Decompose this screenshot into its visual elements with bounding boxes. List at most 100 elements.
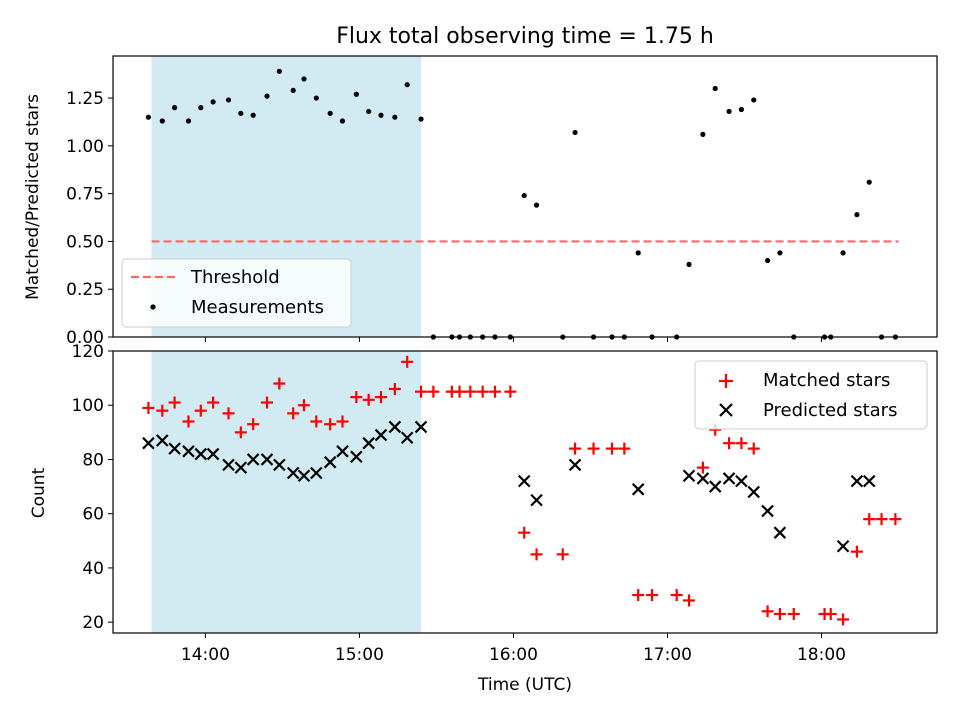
measurement-point [738,106,744,113]
predicted-marker-b [773,526,787,539]
predicted-star-point [273,458,286,472]
predicted-marker-b [182,445,195,458]
predicted-marker-b [362,436,375,450]
bottom-y-tick-label: 80 [82,450,104,470]
x-axis-label: Time (UTC) [477,675,572,695]
predicted-marker-b [722,472,736,485]
measurement-point [686,261,692,267]
predicted-marker-b [400,431,414,445]
matched-star-point [837,613,850,626]
measurement-point [172,105,178,111]
measurement-point [866,179,872,185]
predicted-star-point [747,485,760,499]
matched-star-point [773,608,786,621]
predicted-marker-b [168,442,181,455]
measurement-point [159,118,165,124]
matched-star-point [696,461,709,474]
matched-star-point [569,442,582,455]
measurement-point [404,82,410,88]
legend-predicted-swatch [719,403,733,417]
bottom-x-tick-label: 18:00 [797,645,846,665]
matched-star-point [824,608,837,621]
top-y-tick-label: 0.25 [66,280,104,300]
legend-measurements-swatch [150,304,156,310]
predicted-marker-b [234,461,248,474]
predicted-star-point [156,434,169,447]
predicted-marker-b [862,474,876,488]
measurement-point [712,85,718,92]
matched-star-point [453,385,466,398]
predicted-star-point [194,447,208,461]
predicted-marker-b [297,469,311,483]
matched-star-point [297,399,310,412]
bottom-x-tick-label: 17:00 [643,645,692,665]
predicted-star-point [414,420,428,434]
matched-star-point [488,385,501,398]
predicted-marker-b [222,458,235,472]
predicted-marker-b [708,480,722,493]
predicted-marker-b [631,483,645,496]
measurement-point [327,110,333,116]
matched-star-point [142,401,155,414]
predicted-marker-b [246,453,260,466]
predicted-marker-b [568,458,582,472]
matched-star-point [606,442,619,455]
matched-star-point [427,385,440,398]
measurement-point [301,76,307,82]
predicted-star-point [761,504,774,518]
predicted-star-point [696,472,710,485]
predicted-star-point [362,436,375,450]
bottom-legend: Matched stars Predicted stars [694,360,928,430]
predicted-marker-b [517,474,531,488]
matched-star-point [587,442,600,455]
predicted-marker-b [310,466,323,480]
predicted-star-point [708,480,722,493]
measurement-point [726,108,732,115]
predicted-star-point [336,445,349,458]
chart-title: Flux total observing time = 1.75 h [336,24,714,49]
matched-star-point [464,385,477,398]
top-panel: 0.00 0.25 0.50 0.75 1.00 1.25 Matched/Predict… [23,55,938,348]
matched-star-point [518,526,531,539]
matched-star-point [194,404,207,417]
predicted-star-point [400,431,414,445]
matched-star-point [850,545,863,558]
predicted-star-point [530,493,543,507]
predicted-star-point [517,474,531,488]
matched-star-point [388,382,401,395]
predicted-star-point [862,474,876,488]
measurement-point [145,114,152,120]
measurement-point [290,87,296,94]
predicted-marker-b [273,458,286,472]
bottom-y-tick-label: 40 [82,559,104,579]
predicted-star-point [323,455,337,469]
measurement-point [521,192,527,199]
top-y-axis-label: Matched/Predicted stars [23,94,43,300]
matched-star-point [273,377,286,390]
predicted-star-point [168,442,181,455]
matched-star-point [168,396,181,409]
matched-star-point [670,589,683,602]
matched-star-point [735,437,748,450]
predicted-marker-b [350,450,363,464]
measurement-point [700,131,706,137]
predicted-marker-b [388,420,402,434]
predicted-star-point [350,450,363,464]
measurement-point [264,93,270,99]
matched-star-point [683,594,696,607]
predicted-marker-b [336,445,349,458]
predicted-marker-b [260,453,274,466]
legend-threshold-label: Threshold [190,267,280,288]
predicted-marker-b [323,455,337,469]
top-legend-box [121,258,352,328]
bottom-x-tick-label: 16:00 [489,645,538,665]
matched-star-point [336,415,349,428]
predicted-star-point [260,453,274,466]
measurement-point [353,91,359,97]
predicted-star-point [773,526,787,539]
matched-star-point [182,415,195,428]
top-y-tick-label: 0.00 [66,328,104,348]
matched-star-point [401,355,414,368]
matched-star-point [556,548,569,561]
